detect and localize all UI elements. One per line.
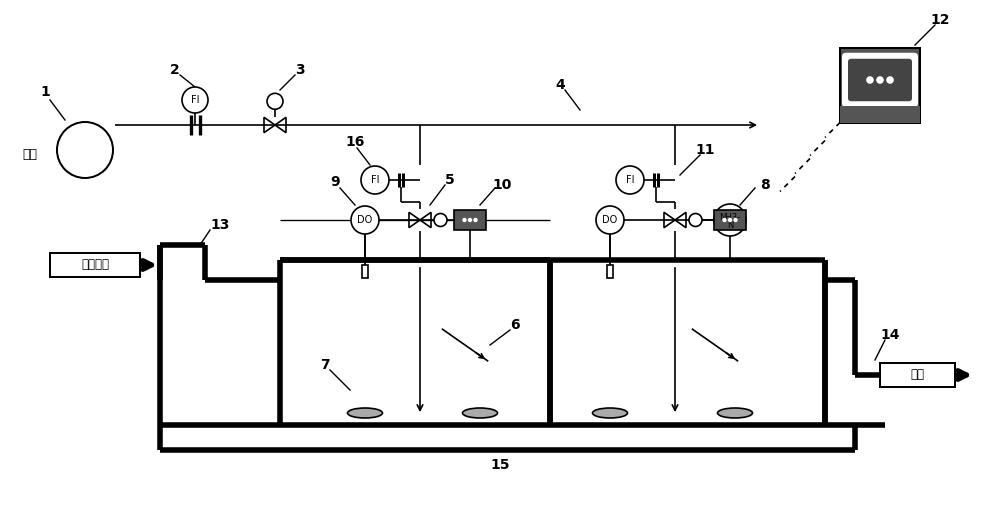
Text: 8: 8 bbox=[760, 178, 770, 192]
Text: FI: FI bbox=[191, 95, 199, 105]
Text: 15: 15 bbox=[490, 458, 510, 472]
Text: 4: 4 bbox=[555, 78, 565, 92]
Text: 空气: 空气 bbox=[22, 148, 38, 162]
Text: DO: DO bbox=[357, 215, 373, 225]
Ellipse shape bbox=[718, 408, 753, 418]
Text: 3: 3 bbox=[295, 63, 305, 77]
Text: 11: 11 bbox=[695, 143, 715, 157]
Circle shape bbox=[714, 204, 746, 236]
Text: 10: 10 bbox=[492, 178, 512, 192]
Circle shape bbox=[876, 76, 884, 84]
FancyBboxPatch shape bbox=[848, 59, 912, 101]
Circle shape bbox=[434, 214, 447, 227]
Text: 9: 9 bbox=[330, 175, 340, 189]
Ellipse shape bbox=[592, 408, 628, 418]
Circle shape bbox=[866, 76, 874, 84]
Ellipse shape bbox=[462, 408, 498, 418]
Circle shape bbox=[267, 93, 283, 109]
Circle shape bbox=[733, 218, 738, 222]
FancyBboxPatch shape bbox=[714, 210, 746, 230]
Text: 2: 2 bbox=[170, 63, 180, 77]
Text: 污水入流: 污水入流 bbox=[81, 259, 109, 271]
Text: FI: FI bbox=[371, 175, 379, 185]
FancyBboxPatch shape bbox=[454, 210, 486, 230]
Text: 12: 12 bbox=[930, 13, 950, 27]
Text: 5: 5 bbox=[445, 173, 455, 187]
Text: NH3-: NH3- bbox=[719, 213, 741, 221]
Text: 出流: 出流 bbox=[910, 369, 924, 382]
Text: DO: DO bbox=[602, 215, 618, 225]
FancyBboxPatch shape bbox=[840, 47, 920, 123]
Circle shape bbox=[728, 218, 732, 222]
Circle shape bbox=[182, 87, 208, 113]
Circle shape bbox=[361, 166, 389, 194]
Text: 6: 6 bbox=[510, 318, 520, 332]
Circle shape bbox=[596, 206, 624, 234]
FancyBboxPatch shape bbox=[362, 265, 368, 278]
FancyBboxPatch shape bbox=[840, 106, 920, 123]
Text: 13: 13 bbox=[210, 218, 230, 232]
Circle shape bbox=[351, 206, 379, 234]
FancyBboxPatch shape bbox=[607, 265, 613, 278]
Text: N: N bbox=[727, 220, 733, 230]
Circle shape bbox=[473, 218, 478, 222]
Text: 14: 14 bbox=[880, 328, 900, 342]
Circle shape bbox=[57, 122, 113, 178]
Text: 7: 7 bbox=[320, 358, 330, 372]
Circle shape bbox=[689, 214, 702, 227]
Circle shape bbox=[468, 218, 472, 222]
Circle shape bbox=[616, 166, 644, 194]
Text: 1: 1 bbox=[40, 85, 50, 99]
Circle shape bbox=[462, 218, 467, 222]
Ellipse shape bbox=[348, 408, 382, 418]
FancyBboxPatch shape bbox=[880, 363, 955, 387]
Text: 16: 16 bbox=[345, 135, 365, 149]
Text: FI: FI bbox=[626, 175, 634, 185]
Circle shape bbox=[722, 218, 727, 222]
FancyBboxPatch shape bbox=[842, 53, 918, 107]
Circle shape bbox=[886, 76, 894, 84]
FancyBboxPatch shape bbox=[50, 253, 140, 277]
